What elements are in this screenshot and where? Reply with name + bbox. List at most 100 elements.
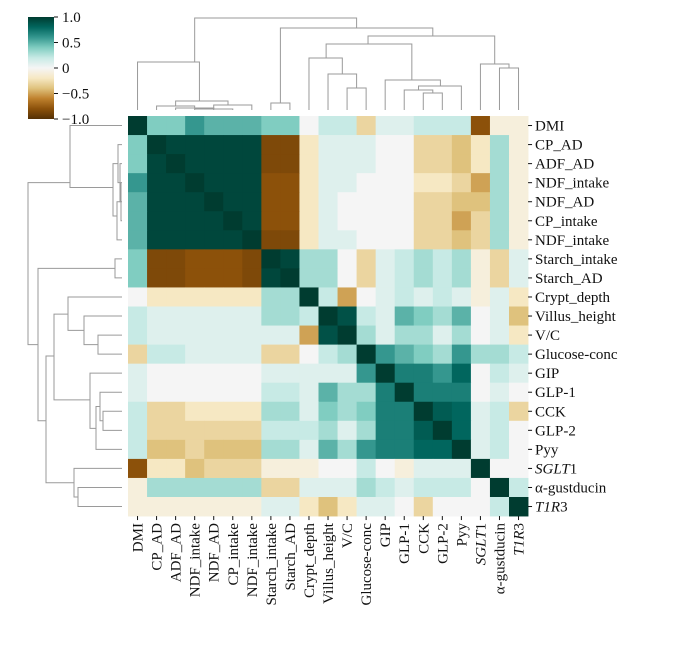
heatmap-cell bbox=[128, 287, 148, 307]
heatmap-cell bbox=[375, 325, 396, 345]
heatmap-cell bbox=[356, 192, 377, 212]
heatmap-cell bbox=[509, 325, 529, 345]
heatmap-cell bbox=[375, 230, 396, 250]
dendrogram-branch bbox=[116, 201, 122, 241]
row-label: α-gustducin bbox=[535, 480, 607, 496]
heatmap-cell bbox=[489, 116, 510, 136]
heatmap-cell bbox=[394, 439, 415, 460]
heatmap-cell bbox=[375, 306, 396, 326]
colorbar-tick-label: −0.5 bbox=[62, 87, 89, 103]
heatmap-cell bbox=[470, 287, 491, 307]
heatmap-cell bbox=[147, 116, 167, 136]
heatmap-cell bbox=[394, 420, 415, 441]
heatmap-cell bbox=[318, 249, 338, 269]
heatmap-cell bbox=[223, 135, 243, 155]
heatmap-cell bbox=[451, 116, 472, 136]
heatmap-cell bbox=[223, 249, 243, 269]
heatmap-cell bbox=[337, 325, 357, 345]
heatmap-cell bbox=[413, 135, 434, 155]
heatmap-cell bbox=[318, 306, 338, 326]
dendrogram-branch bbox=[479, 63, 510, 110]
heatmap-cell bbox=[489, 173, 510, 193]
heatmap-cell bbox=[261, 192, 281, 212]
heatmap-cell bbox=[509, 497, 529, 517]
heatmap-cell bbox=[356, 154, 377, 174]
heatmap-cell bbox=[261, 230, 281, 250]
heatmap-cell bbox=[223, 458, 243, 479]
heatmap-cell bbox=[299, 249, 319, 269]
heatmap-cell bbox=[185, 401, 205, 422]
heatmap-cell bbox=[261, 325, 281, 345]
heatmap-cell bbox=[299, 135, 319, 155]
heatmap-cell bbox=[128, 173, 148, 193]
heatmap-cell bbox=[185, 439, 205, 460]
heatmap-cell bbox=[356, 401, 377, 422]
heatmap-cell bbox=[432, 477, 453, 498]
heatmap-cell bbox=[128, 344, 148, 365]
heatmap-cell bbox=[280, 268, 300, 288]
heatmap-cell bbox=[509, 477, 529, 498]
heatmap-cell bbox=[318, 439, 338, 460]
heatmap-cell bbox=[413, 192, 434, 212]
heatmap-cell bbox=[394, 287, 415, 307]
heatmap-cell bbox=[470, 268, 491, 288]
heatmap-cell bbox=[509, 249, 529, 269]
heatmap-cell bbox=[356, 173, 377, 193]
heatmap-cell bbox=[223, 173, 243, 193]
heatmap-cell bbox=[204, 154, 224, 174]
column-label: ADF_AD bbox=[169, 523, 185, 582]
heatmap-cell bbox=[280, 306, 300, 326]
dendrogram-branch bbox=[327, 73, 358, 110]
heatmap-cell bbox=[470, 382, 491, 403]
row-label: CP_intake bbox=[535, 214, 598, 230]
heatmap-cell bbox=[432, 135, 453, 155]
colorbar-tick-label: −1.0 bbox=[62, 112, 89, 128]
heatmap-cell bbox=[242, 268, 262, 288]
heatmap-cell bbox=[509, 230, 529, 250]
heatmap-cell bbox=[489, 268, 510, 288]
dendrogram-branch bbox=[270, 102, 291, 110]
heatmap-cell bbox=[356, 439, 377, 460]
heatmap-cell bbox=[470, 439, 491, 460]
heatmap-cell bbox=[337, 439, 357, 460]
heatmap-cell bbox=[318, 458, 338, 479]
heatmap-cell bbox=[185, 325, 205, 345]
heatmap-cell bbox=[166, 477, 186, 498]
heatmap-cell bbox=[470, 211, 491, 231]
heatmap-cell bbox=[166, 268, 186, 288]
heatmap-cell bbox=[166, 363, 186, 384]
heatmap-cell bbox=[489, 135, 510, 155]
heatmap-cell bbox=[128, 116, 148, 136]
heatmap-cell bbox=[318, 401, 338, 422]
heatmap-cell bbox=[166, 344, 186, 365]
heatmap-cell bbox=[166, 230, 186, 250]
heatmap-cell bbox=[413, 439, 434, 460]
heatmap-cell bbox=[470, 458, 491, 479]
heatmap-cell bbox=[318, 173, 338, 193]
heatmap-cell bbox=[489, 192, 510, 212]
heatmap-cell bbox=[337, 192, 357, 212]
heatmap-cell bbox=[394, 306, 415, 326]
heatmap-cell bbox=[261, 477, 281, 498]
heatmap-cell bbox=[128, 230, 148, 250]
heatmap-cell bbox=[394, 249, 415, 269]
heatmap-cell bbox=[489, 363, 510, 384]
heatmap-cell bbox=[261, 306, 281, 326]
heatmap-cell bbox=[489, 401, 510, 422]
heatmap-cell bbox=[489, 477, 510, 498]
heatmap-cell bbox=[147, 192, 167, 212]
heatmap-cell bbox=[299, 401, 319, 422]
heatmap-cell bbox=[128, 154, 148, 174]
heatmap-cell bbox=[489, 458, 510, 479]
heatmap-cell bbox=[185, 135, 205, 155]
dendrogram-branch bbox=[67, 296, 122, 331]
heatmap-cell bbox=[223, 230, 243, 250]
heatmap-cell bbox=[337, 135, 357, 155]
heatmap-cell bbox=[242, 192, 262, 212]
dendrogram-branch bbox=[97, 334, 122, 355]
heatmap-cell bbox=[470, 401, 491, 422]
heatmap-cell bbox=[261, 382, 281, 403]
heatmap-cell bbox=[470, 325, 491, 345]
row-label: GIP bbox=[535, 366, 559, 382]
